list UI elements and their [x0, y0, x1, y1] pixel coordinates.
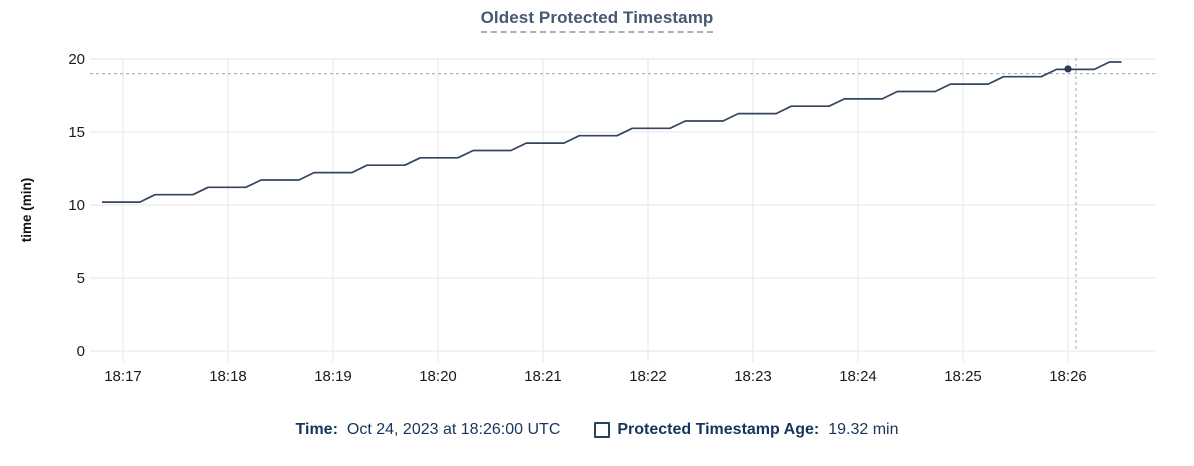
y-axis-title: time (min)	[19, 178, 34, 243]
y-tick-label: 5	[77, 270, 85, 287]
legend-series-value: 19.32 min	[828, 421, 899, 438]
x-tick-label: 18:17	[104, 368, 142, 385]
legend-series-label: Protected Timestamp Age:	[617, 421, 820, 438]
legend-time-label: Time:	[295, 421, 338, 438]
x-tick-label: 18:21	[524, 368, 562, 385]
legend-series-item[interactable]: Protected Timestamp Age: 19.32 min	[594, 421, 898, 439]
y-tick-label: 20	[68, 51, 85, 68]
legend-series-checkbox[interactable]	[594, 422, 611, 438]
x-tick-label: 18:23	[734, 368, 772, 385]
legend-time-value: Oct 24, 2023 at 18:26:00 UTC	[346, 421, 561, 438]
x-tick-label: 18:22	[629, 368, 667, 385]
y-tick-label: 10	[68, 197, 85, 214]
x-tick-label: 18:25	[944, 368, 982, 385]
legend-time-item: Time: Oct 24, 2023 at 18:26:00 UTC	[296, 421, 561, 439]
x-tick-label: 18:26	[1049, 368, 1087, 385]
chart-title[interactable]: Oldest Protected Timestamp	[480, 8, 714, 33]
series-line	[102, 61, 1122, 203]
hover-point-dot	[1064, 65, 1072, 73]
chart-legend: Time: Oct 24, 2023 at 18:26:00 UTC Prote…	[0, 421, 1194, 439]
x-tick-label: 18:24	[839, 368, 877, 385]
y-tick-label: 15	[68, 124, 85, 141]
x-tick-label: 18:20	[419, 368, 457, 385]
x-tick-label: 18:18	[209, 368, 247, 385]
x-tick-label: 18:19	[314, 368, 352, 385]
chart-title-row: Oldest Protected Timestamp	[0, 8, 1194, 33]
plot-svg[interactable]: 0 5 10 15 20 18:17 18:18 18:19 18:20 18:21 18:22 18…	[0, 40, 1194, 400]
y-tick-label: 0	[77, 343, 85, 360]
